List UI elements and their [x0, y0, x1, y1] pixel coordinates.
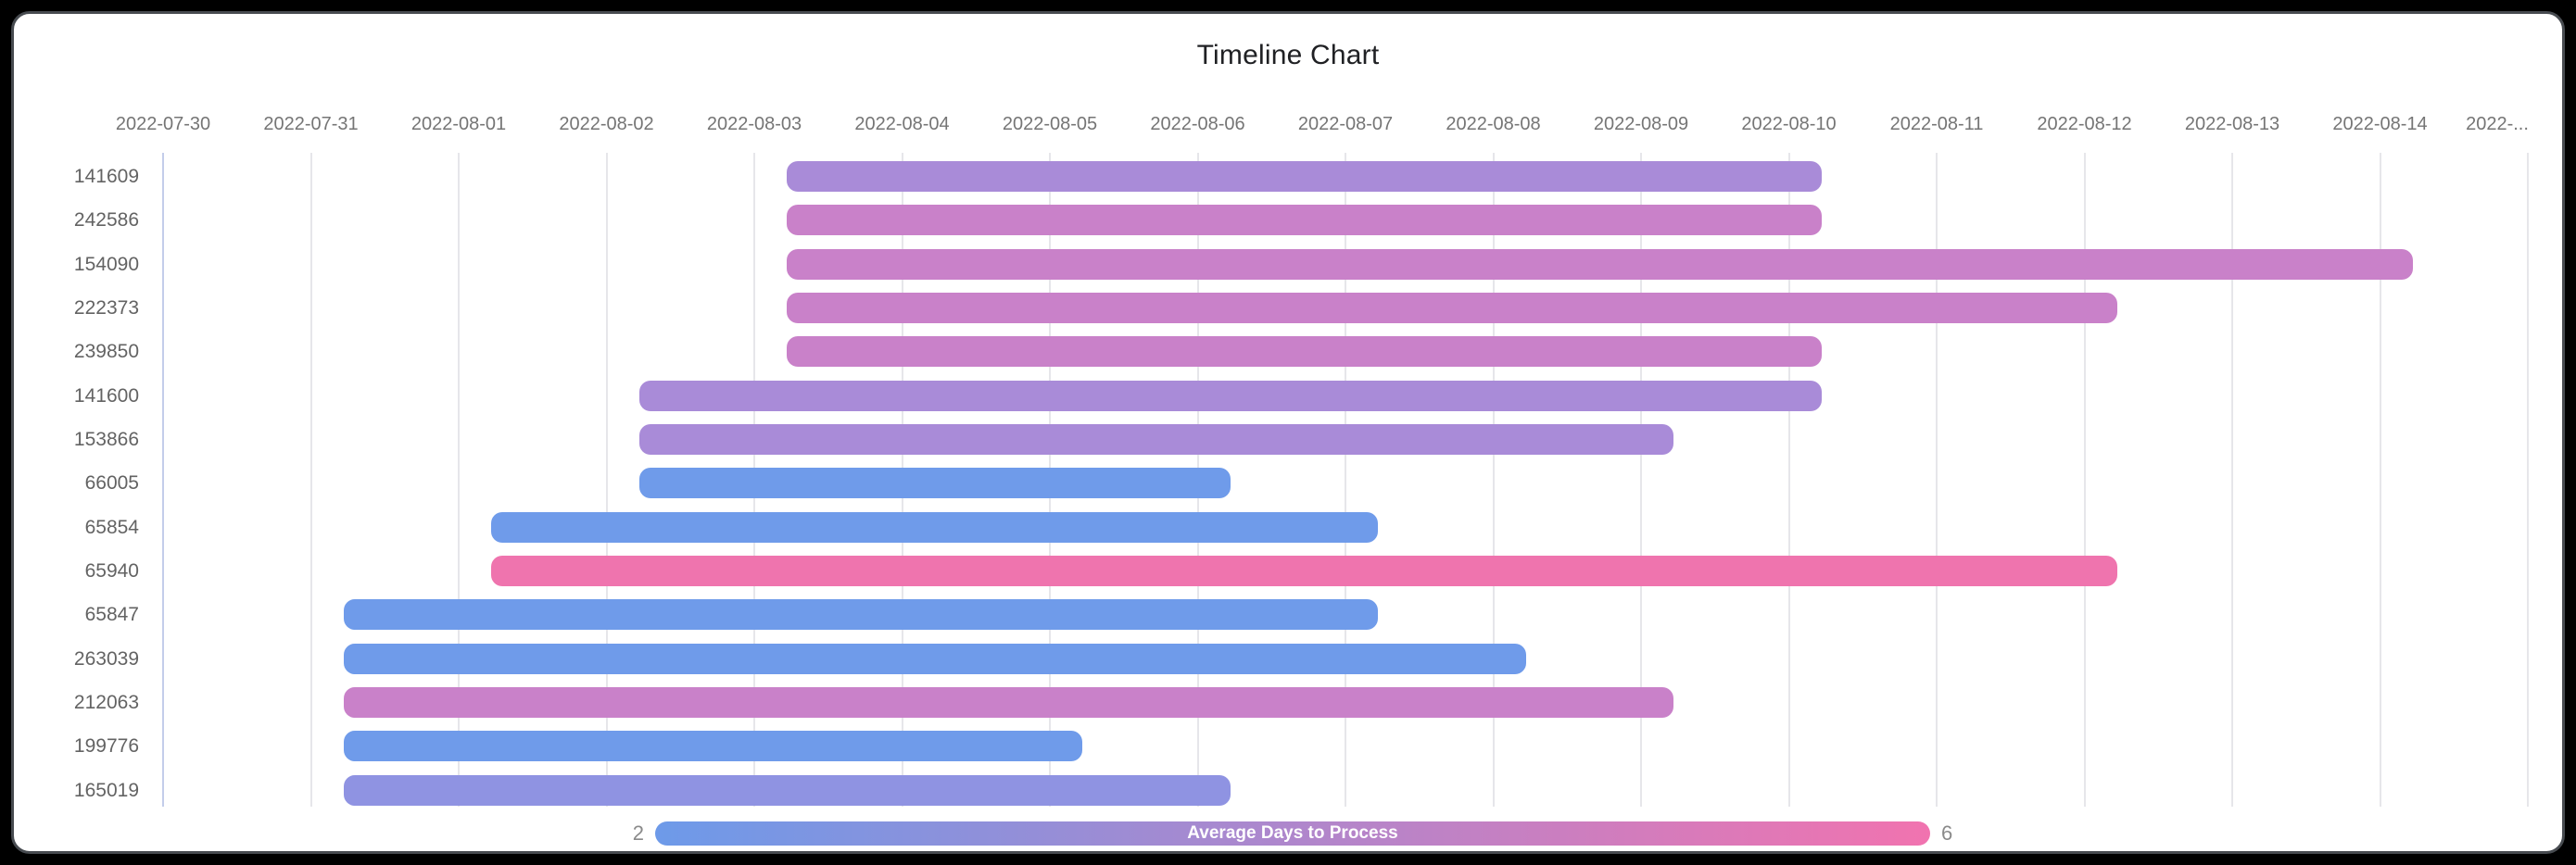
- timeline-bar[interactable]: [787, 336, 1822, 368]
- y-axis-label: 141609: [73, 166, 139, 187]
- y-axis-label: 66005: [84, 472, 139, 495]
- timeline-bar[interactable]: [787, 248, 2413, 280]
- x-axis-label: 2022-08-13: [2184, 114, 2280, 134]
- legend-gradient-bar: Average Days to Process: [655, 821, 1930, 846]
- legend-title: Average Days to Process: [1187, 823, 1398, 843]
- gridline: [1345, 153, 1346, 807]
- x-axis-label: 2022-...: [2466, 114, 2529, 134]
- y-axis-label: 199776: [73, 735, 139, 758]
- x-axis-label: 2022-08-12: [2037, 114, 2132, 134]
- timeline-bar[interactable]: [787, 205, 1822, 236]
- x-axis-label: 2022-08-02: [559, 114, 654, 134]
- y-axis-label: 153866: [73, 428, 139, 450]
- timeline-bar[interactable]: [491, 511, 1379, 543]
- y-axis-label: 154090: [73, 253, 139, 275]
- gridline: [2083, 153, 2086, 807]
- y-axis-label: 222373: [73, 296, 139, 319]
- x-axis-label: 2022-08-06: [1150, 114, 1245, 134]
- x-axis-label: 2022-08-07: [1297, 114, 1394, 134]
- timeline-bar[interactable]: [638, 468, 1231, 499]
- gridline: [309, 153, 312, 807]
- y-axis-label: 65847: [84, 604, 139, 626]
- timeline-bar[interactable]: [638, 423, 1674, 455]
- timeline-bar[interactable]: [343, 643, 1526, 674]
- timeline-bar[interactable]: [787, 161, 1822, 192]
- x-axis-label: 2022-08-11: [1889, 114, 1984, 134]
- timeline-bar[interactable]: [491, 555, 2117, 586]
- legend-max-label: 6: [1941, 821, 1953, 845]
- timeline-bar[interactable]: [638, 380, 1822, 411]
- y-axis-label: 263039: [73, 647, 139, 670]
- chart-card: Timeline Chart 2022-07-30 2022-07-31 2022-…: [11, 11, 2565, 854]
- gridline: [1492, 153, 1495, 807]
- gridline: [1787, 153, 1790, 807]
- x-axis-label: 2022-07-30: [115, 114, 211, 134]
- axis-baseline: [162, 153, 164, 807]
- gridline: [1640, 153, 1642, 807]
- timeline-bar[interactable]: [343, 774, 1231, 806]
- x-axis-label: 2022-08-03: [706, 114, 802, 134]
- x-axis-label: 2022-08-04: [854, 114, 950, 134]
- x-axis-label: 2022-07-31: [263, 114, 359, 134]
- y-axis-label: 165019: [73, 779, 139, 801]
- chart-title: Timeline Chart: [1196, 40, 1380, 70]
- gridline: [605, 153, 608, 807]
- x-axis-label: 2022-08-14: [2332, 114, 2428, 134]
- legend-min-label: 2: [632, 821, 644, 845]
- x-axis-label: 2022-08-10: [1741, 114, 1837, 134]
- x-axis-label: 2022-08-01: [410, 114, 507, 134]
- gridline: [458, 153, 460, 807]
- y-axis-label: 242586: [73, 209, 139, 232]
- y-axis-label: 65940: [84, 559, 139, 582]
- y-axis-label: 239850: [73, 341, 139, 363]
- x-axis-label: 2022-08-05: [1002, 114, 1098, 134]
- timeline-bar[interactable]: [787, 292, 2117, 323]
- x-axis-label: 2022-08-09: [1593, 114, 1689, 134]
- x-axis-label: 2022-08-08: [1446, 114, 1541, 134]
- y-axis-label: 212063: [73, 691, 139, 713]
- y-axis-label: 65854: [84, 516, 139, 538]
- timeline-bar[interactable]: [343, 686, 1674, 718]
- y-axis-label: 141600: [73, 384, 139, 407]
- gridline: [2231, 153, 2233, 807]
- gridline: [1936, 153, 1938, 807]
- gridline: [2527, 153, 2529, 807]
- gridline: [2379, 153, 2381, 807]
- timeline-bar[interactable]: [343, 731, 1083, 762]
- timeline-bar[interactable]: [343, 599, 1379, 631]
